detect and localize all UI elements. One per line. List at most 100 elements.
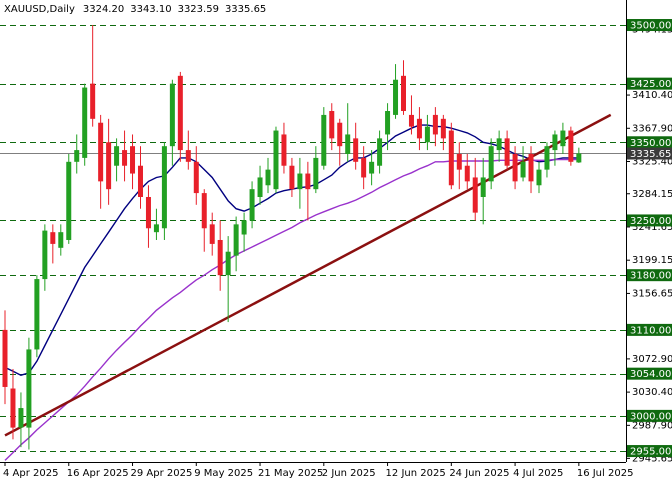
x-tick-label: 29 Apr 2025 (131, 468, 193, 479)
level-label-box (627, 77, 672, 90)
chart-title: XAUUSD,Daily (4, 4, 75, 15)
candle-body (377, 138, 383, 166)
candle-body (520, 161, 526, 178)
candle-body (337, 122, 343, 147)
candle-body (361, 157, 367, 178)
candle-body (544, 146, 550, 170)
candle-body (233, 224, 239, 256)
level-label: 2955.00 (630, 447, 671, 458)
candle-body (177, 75, 183, 151)
y-tick-label: 3241.65 (632, 222, 672, 233)
level-label: 3350.00 (630, 138, 671, 149)
y-tick-label: 3325.40 (632, 157, 672, 168)
candle-body (122, 150, 128, 166)
level-label-box (627, 445, 672, 458)
candle-body (26, 349, 32, 428)
candle-body (536, 169, 542, 186)
candle-body (472, 177, 478, 213)
candle-body (161, 146, 167, 229)
candle-body (393, 79, 399, 115)
candle-body (273, 130, 279, 190)
candle-body (281, 134, 287, 166)
y-tick-label: 3156.65 (632, 288, 672, 299)
candle-body (528, 154, 534, 182)
candle-body (145, 196, 151, 229)
trendline (4, 113, 612, 437)
y-tick-label: 3367.90 (632, 123, 672, 134)
candle-body (353, 138, 359, 162)
candle-body (241, 220, 247, 235)
candle-body (321, 114, 327, 166)
candle-body (217, 239, 223, 276)
candle-body (58, 232, 64, 248)
level-label: 3180.00 (630, 271, 671, 282)
x-tick-label: 2 Jun 2025 (322, 468, 376, 479)
level-label-box (627, 323, 672, 336)
y-tick-label: 3410.40 (632, 90, 672, 101)
level-label-box (627, 367, 672, 380)
candle-body (114, 146, 120, 166)
candle-body (137, 165, 143, 197)
header-value: 3323.59 (178, 4, 219, 15)
candle-body (456, 154, 462, 170)
x-tick-label: 24 Jun 2025 (449, 468, 509, 479)
y-tick-label: 3199.15 (632, 255, 672, 266)
candle-body (496, 138, 502, 151)
candle-body (34, 279, 40, 350)
y-tick-label: 3072.90 (632, 354, 672, 365)
candle-body (504, 138, 510, 166)
candle-body (512, 154, 518, 182)
candle-body (153, 224, 159, 233)
x-tick-label: 16 Jul 2025 (577, 468, 634, 479)
candle-body (18, 408, 24, 428)
level-label: 3425.00 (630, 79, 671, 90)
candle-body (74, 150, 80, 162)
y-tick-label: 3284.15 (632, 189, 672, 200)
candle-body (568, 130, 574, 162)
candle-body (169, 83, 175, 147)
candle-body (329, 111, 335, 139)
candle-body (82, 87, 88, 158)
level-label-box (627, 19, 672, 32)
candle-body (424, 126, 430, 143)
header-value: 3335.65 (225, 4, 266, 15)
x-tick-label: 4 Jul 2025 (513, 468, 563, 479)
level-label-box (627, 136, 672, 149)
candle-body (249, 189, 255, 221)
candle-body (289, 165, 295, 190)
candle-body (10, 388, 16, 428)
candle-body (448, 130, 454, 186)
candle-body (440, 118, 446, 139)
candle-body (106, 142, 112, 190)
level-label: 3000.00 (630, 411, 671, 422)
y-tick-label: 2987.90 (632, 420, 672, 431)
candle-body (385, 111, 391, 135)
candle-body (257, 177, 263, 197)
x-tick-label: 4 Apr 2025 (3, 468, 58, 479)
candle-body (552, 134, 558, 151)
candle-body (369, 161, 375, 174)
candle-body (50, 232, 56, 244)
candle-body (90, 83, 96, 119)
y-tick-label: 3030.40 (632, 387, 672, 398)
candle-body (432, 114, 438, 135)
x-tick-label: 12 Jun 2025 (386, 468, 446, 479)
candle-body (345, 134, 351, 154)
header-value: 3324.20 (83, 4, 124, 15)
last-price-box (627, 147, 672, 160)
candle-body (560, 130, 566, 147)
y-tick-label: 2945.65 (632, 453, 672, 464)
candle-body (416, 118, 422, 139)
plot-area (0, 25, 626, 461)
candle-body (480, 177, 486, 197)
candle-body (193, 161, 199, 194)
candle-body (265, 169, 271, 186)
level-label-box (627, 214, 672, 227)
level-label: 3500.00 (630, 21, 671, 32)
candle-body (66, 161, 72, 240)
candle-body (42, 230, 48, 280)
x-tick-label: 16 Apr 2025 (67, 468, 129, 479)
level-label-box (627, 409, 672, 422)
candle-body (313, 157, 319, 190)
level-label: 3250.00 (630, 216, 671, 227)
